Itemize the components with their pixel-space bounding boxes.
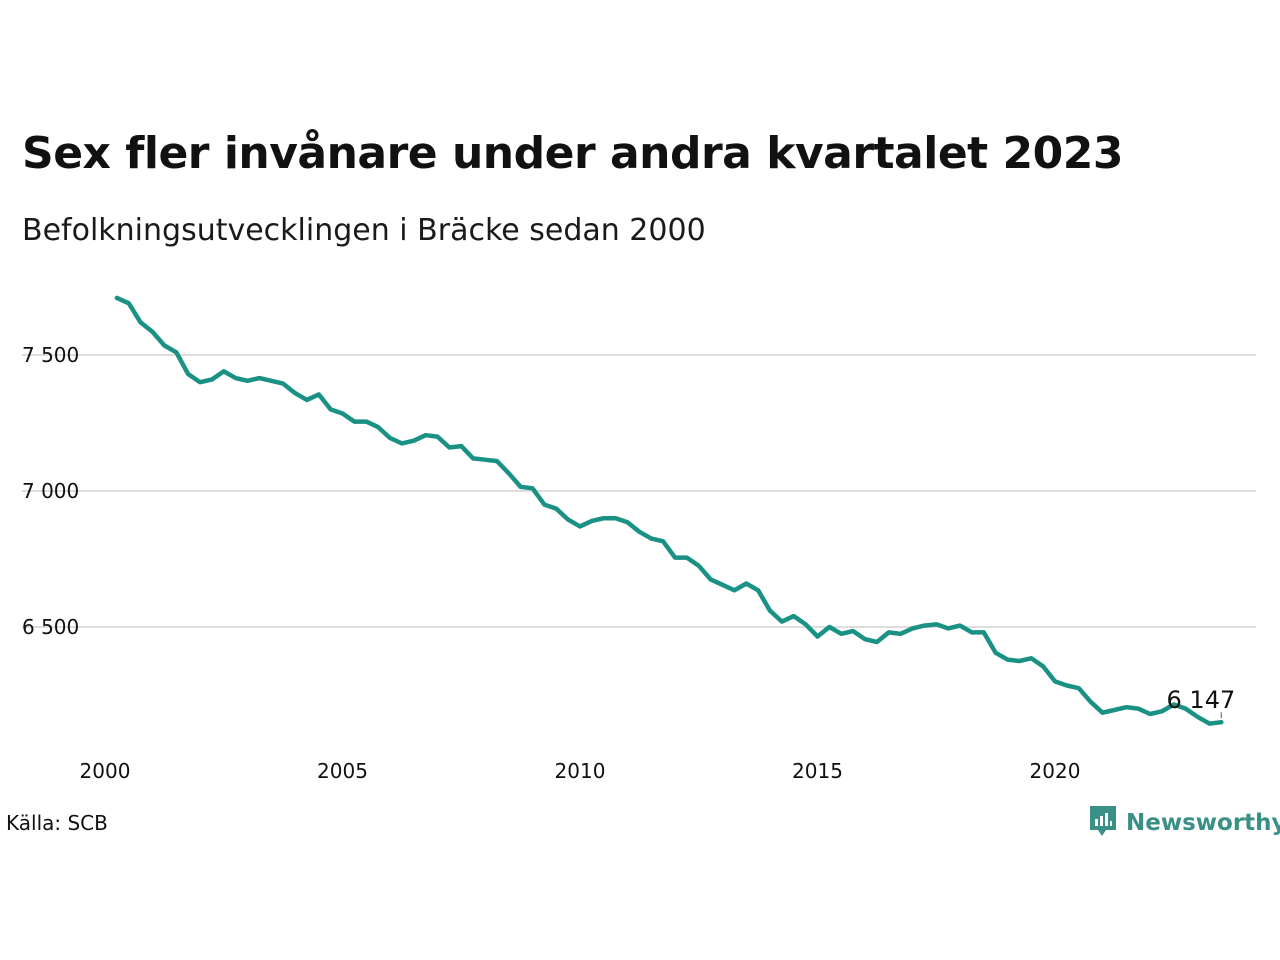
- annotation-layer: 6 147: [1167, 686, 1236, 719]
- newsworthy-logo-icon: [1088, 804, 1118, 842]
- x-tick-label: 2020: [1030, 759, 1081, 783]
- y-axis-tick-labels: 6 500 7 000 7 500: [22, 343, 79, 639]
- y-tick-label: 7 000: [22, 479, 79, 503]
- brand-name: Newsworthy: [1126, 810, 1280, 836]
- last-value-label: 6 147: [1167, 686, 1236, 714]
- x-axis-tick-labels: 2000 2005 2010 2015 2020: [80, 759, 1081, 783]
- series-line: [114, 295, 1224, 726]
- y-tick-label: 6 500: [22, 615, 79, 639]
- y-tick-label: 7 500: [22, 343, 79, 367]
- chart-subtitle: Befolkningsutvecklingen i Bräcke sedan 2…: [22, 213, 706, 248]
- x-tick-label: 2015: [792, 759, 843, 783]
- x-tick-label: 2005: [317, 759, 368, 783]
- series-layer: [114, 295, 1224, 726]
- x-tick-label: 2010: [555, 759, 606, 783]
- brand-logo[interactable]: Newsworthy: [1088, 804, 1280, 842]
- x-tick-label: 2000: [80, 759, 131, 783]
- chart-title: Sex fler invånare under andra kvartalet …: [22, 128, 1124, 179]
- source-note: Källa: SCB: [6, 811, 108, 835]
- grid-lines: [22, 354, 1256, 628]
